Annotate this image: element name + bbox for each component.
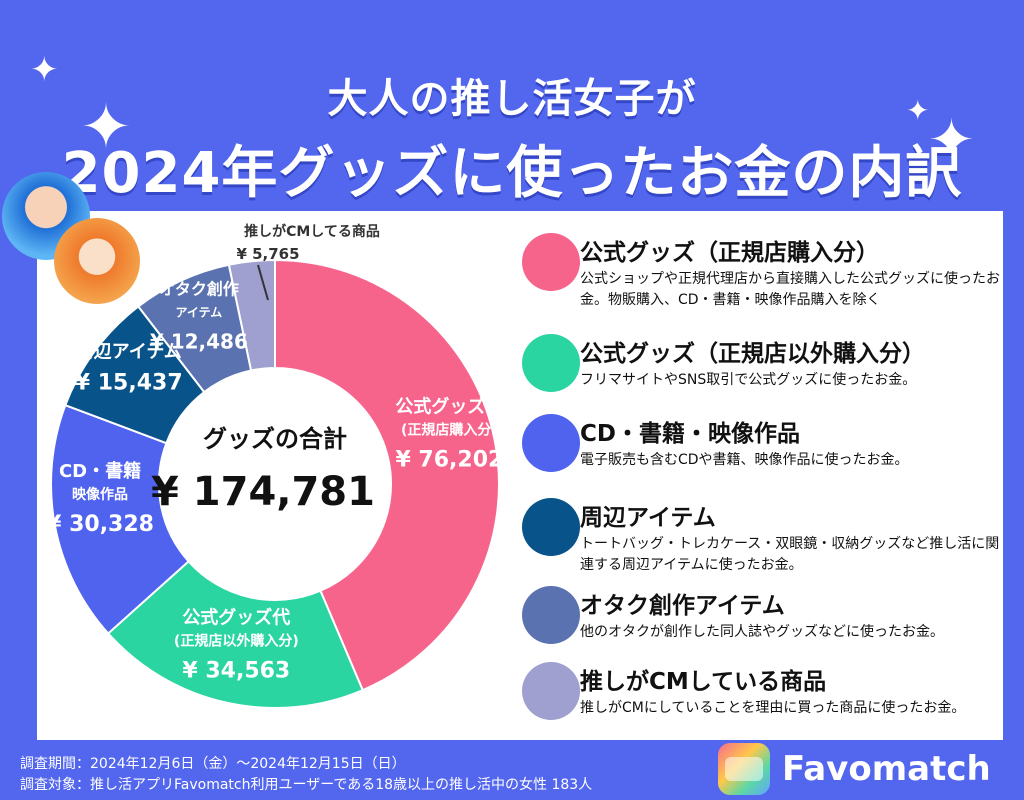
slice-label: 公式グッズ代 (182, 607, 290, 629)
slice-value: ¥ 76,202 (395, 447, 503, 472)
survey-target: 調査対象：推し活アプリFavomatch利用ユーザーである18歳以上の推し活中の… (20, 777, 593, 793)
title-line-2: 2024年グッズに使ったお金の内訳 (61, 141, 963, 206)
sparkle-icon: ✦ (30, 50, 59, 90)
avatar-female-illustration (54, 218, 140, 304)
slice-label: 周辺アイテム (76, 342, 182, 363)
sparkle-icon: ✦ (906, 94, 930, 127)
slice-label: 推しがCMしてる商品 (244, 223, 380, 240)
sparkle-icon: ✦ (80, 90, 132, 163)
legend-description: 推しがCMにしていることを理由に買った商品に使ったお金。 (580, 700, 966, 716)
slice-label: オタク創作 (159, 280, 239, 299)
legend-description: 他のオタクが創作した同人誌やグッズなどに使ったお金。 (580, 624, 944, 640)
legend-swatch (522, 414, 580, 472)
legend-title: オタク創作アイテム (580, 593, 785, 619)
legend-swatch (522, 233, 580, 291)
legend-swatch (522, 498, 580, 556)
title-line-1: 大人の推し活女子が (327, 76, 697, 122)
donut-slice (106, 559, 364, 709)
survey-period: 調査期間：2024年12月6日（金）〜2024年12月15日（日） (20, 756, 406, 772)
legend-description: 公式ショップや正規代理店から直接購入した公式グッズに使ったお金。物販購入、CD・… (580, 271, 1000, 308)
sparkle-icon: ✦ (928, 108, 975, 173)
center-label: グッズの合計 (203, 425, 347, 453)
legend-title: 公式グッズ（正規店購入分） (580, 240, 879, 266)
legend-description: 電子販売も含むCDや書籍、映像作品に使ったお金。 (580, 452, 909, 468)
center-value: ¥ 174,781 (151, 469, 375, 515)
legend-description: トートバッグ・トレカケース・双眼鏡・収納グッズなど推し活に関連する周辺アイテムに… (580, 536, 1000, 573)
slice-sublabel: アイテム (175, 306, 222, 320)
donut-slice (274, 258, 500, 692)
slice-value: ¥ 5,765 (236, 245, 299, 263)
legend-description: フリマサイトやSNS取引で公式グッズに使ったお金。 (580, 372, 917, 388)
slice-value: ¥ 12,486 (150, 330, 248, 354)
slice-value: ¥ 34,563 (182, 659, 290, 684)
slice-value: ¥ 15,437 (75, 371, 183, 396)
legend-swatch (522, 334, 580, 392)
legend-title: CD・書籍・映像作品 (580, 421, 800, 447)
legend-swatch (522, 662, 580, 720)
slice-sublabel: 映像作品 (72, 486, 128, 503)
slice-value: ¥ 30,328 (46, 512, 154, 537)
favomatch-logo-icon (718, 743, 770, 795)
callout-line (257, 264, 269, 301)
legend-swatch (522, 586, 580, 644)
legend-title: 公式グッズ（正規店以外購入分） (580, 341, 925, 367)
legend-title: 周辺アイテム (580, 505, 716, 531)
slice-label: CD・書籍 (59, 460, 141, 482)
slice-sublabel: (正規店購入分) (401, 421, 498, 438)
legend-title: 推しがCMしている商品 (580, 669, 827, 695)
slice-label: 公式グッズ代 (395, 395, 503, 417)
donut-slice (50, 403, 191, 635)
brand-name: Favomatch (782, 749, 991, 789)
slice-sublabel: (正規店以外購入分) (174, 633, 299, 650)
